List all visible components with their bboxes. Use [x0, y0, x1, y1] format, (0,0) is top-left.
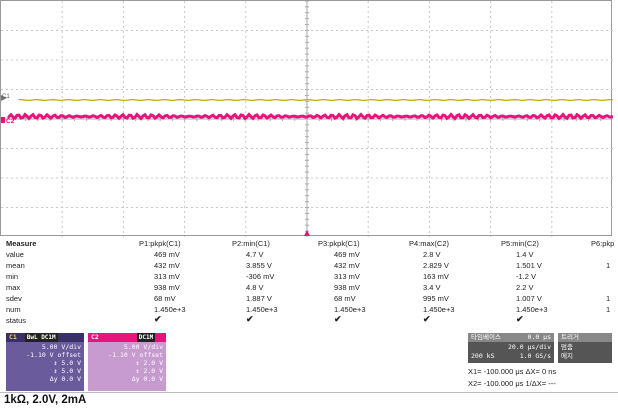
- c2-ground-marker: [1, 117, 5, 123]
- scope-grid: [1, 1, 613, 237]
- measure-cell: 1.887 V: [246, 294, 272, 303]
- measure-row-label: status: [6, 316, 27, 325]
- c1-coupling-tag: BwL DC1M: [24, 333, 58, 342]
- measure-cell: 1: [606, 294, 611, 303]
- measure-cell: 469 mV: [334, 250, 360, 259]
- measure-cell: 68 mV: [334, 294, 356, 303]
- measure-cell: 432 mV: [154, 261, 180, 270]
- measure-cell: 4.7 V: [246, 250, 264, 259]
- timebase-rate: 1.0 GS/s: [519, 352, 551, 360]
- c1-cursor-1: ↕ 5.0 V: [53, 359, 81, 367]
- timebase-samples: 200 kS: [471, 352, 495, 360]
- measure-cell: ✔: [423, 314, 431, 324]
- trigger-mode-stop: 멈춤: [561, 343, 573, 351]
- measure-cell: 1.450e+3: [334, 305, 366, 314]
- c2-name: C2: [91, 333, 99, 341]
- measure-cell: 313 mV: [334, 272, 360, 281]
- timebase-header: 타임베이스 0.0 μs: [468, 333, 554, 342]
- c1-name: C1: [9, 333, 17, 341]
- measure-cell: 313 mV: [154, 272, 180, 281]
- c2-marker: C2: [6, 118, 15, 125]
- c2-offset: -1.10 V offset: [108, 351, 163, 359]
- cursor-x2: X2= -100.000 μs 1/ΔX= ---: [468, 379, 556, 388]
- measure-cell: 3.4 V: [423, 283, 441, 292]
- figure-caption: 1kΩ, 2.0V, 2mA: [4, 394, 87, 406]
- measure-cell: 432 mV: [334, 261, 360, 270]
- c1-scale: 5.00 V/div: [41, 343, 81, 351]
- measure-cell: 163 mV: [423, 272, 449, 281]
- measure-cell: 1.501 V: [516, 261, 542, 270]
- p5-header[interactable]: P5:min(C2): [501, 239, 539, 248]
- measure-title: Measure: [6, 239, 37, 248]
- c1-delta-y: Δy 0.0 V: [49, 375, 81, 383]
- c2-scale: 5.00 V/div: [123, 343, 163, 351]
- c2-cursor-2: ↕ 2.0 V: [135, 367, 163, 375]
- measure-cell: 2.8 V: [423, 250, 441, 259]
- c2-header: C2 DC1M: [88, 333, 166, 342]
- p2-header[interactable]: P2:min(C1): [232, 239, 270, 248]
- p1-header[interactable]: P1:pkpk(C1): [139, 239, 181, 248]
- c2-cursor-1: ↕ 2.0 V: [135, 359, 163, 367]
- c1-ground-marker: [1, 95, 7, 101]
- measure-cell: 4.8 V: [246, 283, 264, 292]
- trigger-marker: [304, 230, 310, 236]
- measure-cell: 938 mV: [154, 283, 180, 292]
- cursor-readout: X1= -100.000 μs ΔX= 0 ns X2= -100.000 μs…: [468, 366, 618, 390]
- measure-cell: ✔: [516, 314, 524, 324]
- measure-row-label: min: [6, 272, 19, 281]
- timebase-delay: 0.0 μs: [527, 333, 551, 341]
- c1-offset: -1.10 V offset: [26, 351, 81, 359]
- measure-cell: 2.829 V: [423, 261, 449, 270]
- measure-cell: ✔: [246, 314, 254, 324]
- measure-cell: 1.450e+3: [154, 305, 186, 314]
- oscilloscope-screen: C1 C2: [0, 0, 613, 237]
- caption-divider: [0, 392, 618, 393]
- measure-cell: 3.855 V: [246, 261, 272, 270]
- measure-cell: 1.450e+3: [423, 305, 455, 314]
- measure-cell: 1: [606, 305, 611, 314]
- p3-header[interactable]: P3:pkpk(C1): [318, 239, 360, 248]
- trigger-header: 트리거: [558, 333, 612, 342]
- measure-cell: ✔: [334, 314, 342, 324]
- measure-row-label: sdev: [6, 294, 22, 303]
- timebase-div: 20.0 μs/div: [507, 343, 551, 351]
- measure-cell: 1.4 V: [516, 250, 534, 259]
- c2-trace: [7, 112, 613, 121]
- channel-c2-panel[interactable]: C2 DC1M 5.00 V/div -1.10 V offset ↕ 2.0 …: [88, 333, 166, 391]
- c1-header: C1 BwL DC1M: [6, 333, 84, 342]
- trigger-title: 트리거: [561, 333, 579, 341]
- measure-row-label: value: [6, 250, 24, 259]
- cursor-x1: X1= -100.000 μs ΔX= 0 ns: [468, 367, 557, 376]
- measure-cell: 1.450e+3: [516, 305, 548, 314]
- measure-cell: 469 mV: [154, 250, 180, 259]
- p6-header[interactable]: P6:pkp: [591, 239, 615, 248]
- measure-cell: 1.450e+3: [246, 305, 278, 314]
- measure-cell: 2.2 V: [516, 283, 534, 292]
- measure-cell: -1.2 V: [516, 272, 537, 281]
- measure-row-label: max: [6, 283, 21, 292]
- c1-marker: C1: [2, 94, 10, 100]
- c2-delta-y: Δy 0.0 V: [131, 375, 163, 383]
- c1-trace: [18, 98, 613, 102]
- timebase-title: 타임베이스: [471, 333, 501, 341]
- timebase-panel[interactable]: 타임베이스 0.0 μs 20.0 μs/div 200 kS 1.0 GS/s: [468, 333, 554, 363]
- measurement-table: Measure P1:pkpk(C1) P2:min(C1) P3:pkpk(C…: [6, 238, 618, 336]
- c1-cursor-2: ↕ 5.0 V: [53, 367, 81, 375]
- trigger-mode-edge: 에지: [561, 352, 573, 360]
- measure-row-label: mean: [6, 261, 25, 270]
- measure-row-label: num: [6, 305, 21, 314]
- c2-coupling-tag: DC1M: [136, 333, 156, 342]
- measure-cell: ✔: [154, 314, 162, 324]
- channel-c1-panel[interactable]: C1 BwL DC1M 5.00 V/div -1.10 V offset ↕ …: [6, 333, 84, 391]
- p4-header[interactable]: P4:max(C2): [409, 239, 450, 248]
- measure-cell: 1.007 V: [516, 294, 542, 303]
- measure-cell: 995 mV: [423, 294, 449, 303]
- measure-cell: 938 mV: [334, 283, 360, 292]
- measure-cell: 1: [606, 261, 611, 270]
- measure-cell: -306 mV: [246, 272, 275, 281]
- trigger-panel[interactable]: 트리거 멈춤 에지: [558, 333, 612, 363]
- measure-cell: 68 mV: [154, 294, 176, 303]
